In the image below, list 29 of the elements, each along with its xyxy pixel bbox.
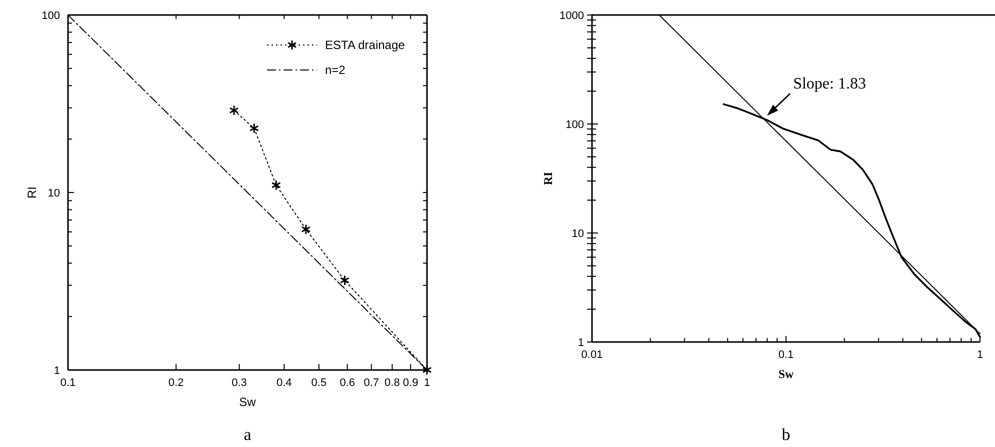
y-tick-label: 1	[578, 337, 584, 349]
x-tick-label: 0.2	[168, 377, 184, 389]
y-tick-label: 1	[54, 365, 60, 377]
legend-label: ESTA drainage	[325, 38, 406, 52]
y-tick-label: 100	[566, 119, 584, 131]
x-axis-title: Sw	[778, 367, 794, 381]
x-tick-label: 0.1	[60, 377, 76, 389]
x-tick-label: 0.6	[340, 377, 356, 389]
legend-label: n=2	[325, 63, 346, 77]
x-tick-label: 0.4	[276, 377, 292, 389]
y-axis-title: RI	[541, 172, 555, 186]
y-tick-label: 10	[572, 228, 584, 240]
text: a	[244, 425, 252, 444]
annotation: Slope: 1.83	[793, 76, 866, 93]
y-tick-label: 100	[42, 10, 60, 22]
y-tick-label: 1000	[560, 10, 584, 22]
x-tick-label: 0.01	[581, 349, 603, 361]
x-tick-label: 0.1	[778, 349, 794, 361]
x-axis-title: Sw	[239, 395, 256, 409]
x-tick-label: 1	[976, 349, 984, 361]
y-tick-label: 10	[48, 188, 60, 200]
text: b	[782, 425, 790, 444]
x-tick-label: 0.8	[384, 377, 400, 389]
x-tick-label: 1	[424, 377, 430, 389]
x-tick-label: 0.9	[402, 377, 418, 389]
y-axis-title: RI	[25, 186, 39, 198]
x-tick-label: 0.5	[311, 377, 327, 389]
x-tick-label: 0.3	[232, 377, 247, 389]
x-tick-label: 0.7	[364, 377, 380, 389]
